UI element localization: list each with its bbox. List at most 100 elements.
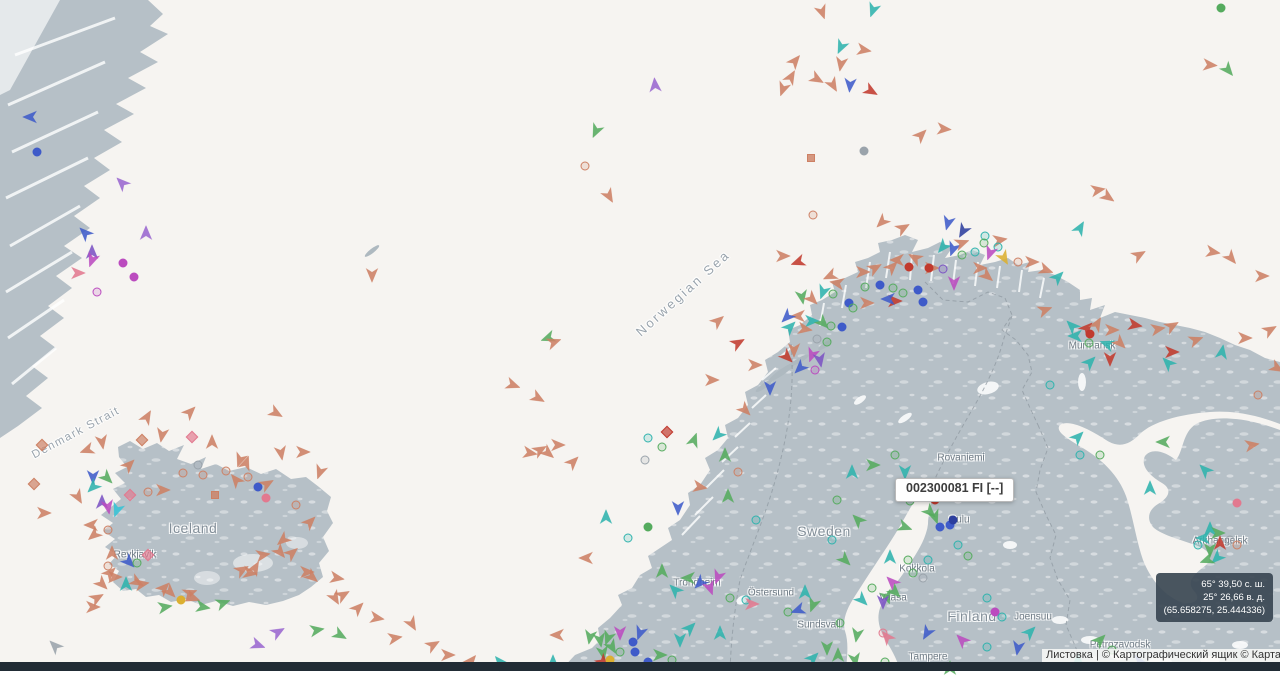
vessel-marker[interactable]: [764, 381, 777, 396]
vessel-marker[interactable]: [881, 293, 896, 306]
vessel-marker[interactable]: [849, 304, 858, 313]
vessel-marker[interactable]: [1046, 381, 1055, 390]
vessel-marker[interactable]: [813, 335, 822, 344]
vessel-marker[interactable]: [833, 55, 848, 72]
vessel-marker[interactable]: [919, 298, 928, 307]
vessel-marker[interactable]: [734, 468, 743, 477]
vessel-marker[interactable]: [1202, 58, 1218, 72]
vessel-marker[interactable]: [748, 359, 763, 372]
vessel-marker[interactable]: [827, 322, 836, 331]
vessel-marker[interactable]: [807, 154, 815, 162]
vessel-marker[interactable]: [861, 283, 870, 292]
vessel-marker[interactable]: [745, 598, 760, 611]
vessel-marker[interactable]: [1010, 639, 1025, 656]
vessel-marker[interactable]: [823, 338, 832, 347]
vessel-marker[interactable]: [799, 585, 812, 600]
vessel-marker[interactable]: [832, 648, 845, 663]
vessel-marker[interactable]: [308, 622, 325, 637]
vessel-marker[interactable]: [653, 649, 668, 662]
vessel-marker[interactable]: [949, 516, 958, 525]
vessel-marker[interactable]: [691, 479, 708, 494]
vessel-marker[interactable]: [328, 570, 345, 585]
vessel-marker[interactable]: [1085, 339, 1094, 348]
vessel-marker[interactable]: [1126, 317, 1143, 332]
vessel-marker[interactable]: [889, 284, 898, 293]
vessel-marker[interactable]: [211, 491, 219, 499]
vessel-marker[interactable]: [368, 610, 385, 625]
vessel-marker[interactable]: [948, 276, 961, 291]
vessel-marker[interactable]: [833, 496, 842, 505]
map-attribution[interactable]: Листовка | © Картографический ящик © Кар…: [1042, 649, 1280, 662]
vessel-marker[interactable]: [674, 633, 687, 648]
vessel-marker[interactable]: [94, 433, 109, 450]
vessel-marker[interactable]: [964, 552, 973, 561]
vessel-marker[interactable]: [877, 595, 890, 610]
vessel-marker[interactable]: [1144, 481, 1157, 496]
vessel-marker[interactable]: [194, 599, 211, 614]
vessel-marker[interactable]: [752, 516, 761, 525]
vessel-marker[interactable]: [958, 251, 967, 260]
vessel-marker[interactable]: [1214, 343, 1229, 360]
vessel-marker[interactable]: [581, 162, 590, 171]
vessel-marker[interactable]: [714, 626, 727, 641]
vessel-marker[interactable]: [614, 626, 627, 641]
vessel-marker[interactable]: [156, 599, 173, 614]
vessel-marker[interactable]: [104, 526, 113, 535]
vessel-marker[interactable]: [648, 77, 662, 93]
vessel-marker[interactable]: [681, 572, 696, 585]
vessel-marker[interactable]: [939, 265, 948, 274]
vessel-marker[interactable]: [811, 366, 820, 375]
vessel-marker[interactable]: [206, 435, 219, 450]
vessel-marker[interactable]: [86, 601, 101, 614]
vessel-marker[interactable]: [600, 510, 613, 525]
vessel-marker[interactable]: [890, 254, 905, 267]
vessel-marker[interactable]: [194, 461, 203, 470]
vessel-marker[interactable]: [254, 547, 271, 562]
vessel-marker[interactable]: [843, 77, 857, 93]
vessel-marker[interactable]: [1255, 270, 1270, 283]
vessel-marker[interactable]: [919, 574, 928, 583]
vessel-marker[interactable]: [37, 507, 52, 520]
vessel-marker[interactable]: [179, 469, 188, 478]
vessel-marker[interactable]: [838, 323, 847, 332]
vessel-marker[interactable]: [954, 541, 963, 550]
vessel-marker[interactable]: [866, 459, 881, 472]
vessel-marker[interactable]: [719, 448, 732, 463]
vessel-marker[interactable]: [641, 456, 650, 465]
vessel-marker[interactable]: [809, 211, 818, 220]
vessel-marker[interactable]: [796, 321, 813, 336]
vessel-marker[interactable]: [904, 556, 913, 565]
vessel-marker[interactable]: [199, 471, 208, 480]
vessel-marker[interactable]: [849, 626, 864, 643]
vessel-marker[interactable]: [1243, 437, 1260, 452]
vessel-marker[interactable]: [658, 443, 667, 452]
vessel-marker[interactable]: [836, 619, 845, 628]
vessel-marker[interactable]: [936, 523, 945, 532]
vessel-marker[interactable]: [106, 546, 119, 561]
vessel-marker[interactable]: [884, 550, 897, 565]
vessel-marker[interactable]: [1233, 541, 1242, 550]
vessel-marker[interactable]: [154, 426, 169, 443]
vessel-marker[interactable]: [828, 536, 837, 545]
vessel-marker[interactable]: [292, 501, 301, 510]
vessel-marker[interactable]: [1025, 256, 1040, 269]
vessel-marker[interactable]: [631, 648, 640, 657]
vessel-marker[interactable]: [177, 596, 186, 605]
vessel-marker[interactable]: [386, 630, 403, 645]
vessel-marker[interactable]: [366, 268, 379, 283]
vessel-marker[interactable]: [1238, 332, 1253, 345]
vessel-marker[interactable]: [936, 122, 952, 136]
vessel-marker[interactable]: [133, 576, 150, 591]
vessel-marker[interactable]: [914, 286, 923, 295]
vessel-marker[interactable]: [140, 226, 153, 241]
vessel-marker[interactable]: [441, 649, 456, 662]
vessel-marker[interactable]: [1076, 451, 1085, 460]
vessel-marker[interactable]: [71, 267, 86, 280]
vessel-marker[interactable]: [624, 534, 633, 543]
vessel-marker[interactable]: [846, 465, 859, 480]
vessel-marker[interactable]: [998, 613, 1007, 622]
vessel-marker[interactable]: [144, 488, 153, 497]
vessel-marker[interactable]: [860, 297, 875, 310]
vessel-marker[interactable]: [722, 489, 735, 504]
vessel-marker[interactable]: [93, 288, 102, 297]
